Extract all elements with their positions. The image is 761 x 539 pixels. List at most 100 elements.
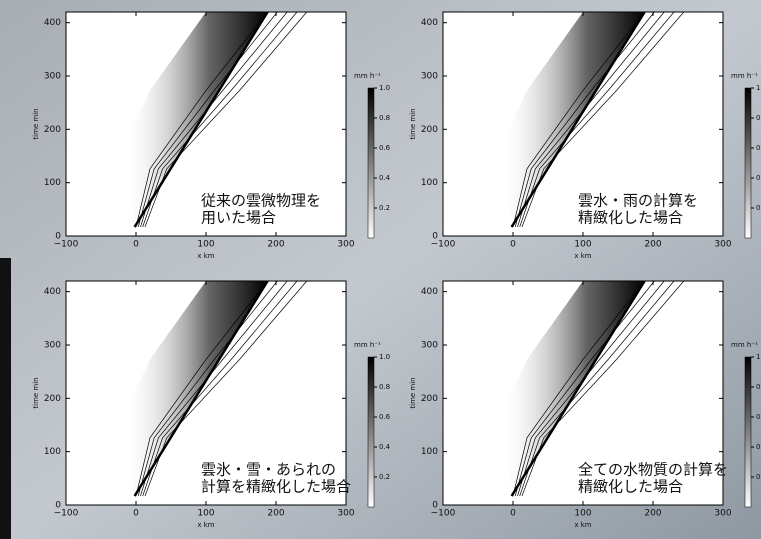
annotation-box	[573, 461, 719, 499]
contour	[514, 11, 655, 228]
y-tick-label: 0	[55, 232, 61, 242]
y-tick-label: 400	[44, 18, 61, 28]
colorbar-tick-label: 1.0	[756, 353, 761, 361]
contour	[144, 280, 308, 497]
x-tick-label: 300	[714, 509, 731, 519]
x-tick-label: 0	[510, 509, 516, 519]
colorbar	[367, 356, 375, 508]
y-axis-label: time min	[409, 377, 417, 408]
colorbar	[744, 356, 752, 508]
y-tick-label: 100	[421, 447, 438, 457]
contour	[521, 280, 685, 497]
front	[133, 11, 269, 228]
colorbar-tick-label: 0.4	[756, 443, 761, 451]
contour	[517, 280, 665, 497]
x-tick-label: 300	[337, 509, 354, 519]
rain-shading	[122, 12, 268, 227]
contour	[517, 11, 665, 228]
y-tick-label: 0	[432, 501, 438, 511]
annotation-box	[573, 192, 719, 230]
colorbar-tick-label: 0.6	[756, 144, 761, 152]
contour	[514, 280, 655, 497]
annotation-line: 雲氷・雪・あられの	[201, 461, 336, 479]
colorbar-tick-label: 0.2	[756, 473, 761, 481]
left-edge	[0, 258, 11, 539]
x-tick-label: 300	[337, 240, 354, 250]
x-tick-label: 0	[133, 509, 139, 519]
colorbar-tick-label: 0.2	[379, 473, 390, 481]
y-tick-label: 100	[44, 447, 61, 457]
x-tick-label: 0	[510, 240, 516, 250]
contour	[135, 11, 268, 228]
colorbar-tick-label: 0.4	[756, 174, 761, 182]
colorbar-tick-label: 0.6	[756, 413, 761, 421]
colorbar-tick-label: 0.6	[379, 144, 391, 152]
x-tick-label: 200	[644, 240, 661, 250]
colorbar-tick-label: 0.2	[756, 204, 761, 212]
y-tick-label: 100	[421, 178, 438, 188]
y-tick-label: 300	[421, 72, 438, 82]
contour	[137, 280, 278, 497]
y-tick-label: 0	[55, 501, 61, 511]
annotation-line: 雲水・雨の計算を	[578, 192, 698, 210]
colorbar-tick-label: 0.8	[756, 383, 761, 391]
x-tick-label: 100	[574, 509, 591, 519]
annotation-box	[196, 192, 342, 230]
y-tick-label: 200	[421, 125, 438, 135]
y-tick-label: 400	[44, 287, 61, 297]
annotation-line: 精緻化した場合	[578, 478, 683, 496]
x-tick-label: 100	[197, 240, 214, 250]
colorbar-tick-label: 1.0	[379, 84, 390, 92]
annotation-line: 全ての水物質の計算を	[578, 461, 728, 479]
x-tick-label: −100	[54, 509, 79, 519]
annotation-line: 計算を精緻化した場合	[201, 478, 351, 496]
colorbar-tick-label: 0.4	[379, 174, 391, 182]
y-tick-label: 400	[421, 18, 438, 28]
colorbar	[367, 87, 375, 239]
x-tick-label: 200	[644, 509, 661, 519]
annotation-line: 用いた場合	[201, 209, 276, 227]
colorbar-tick-label: 0.6	[379, 413, 391, 421]
x-tick-label: 200	[267, 509, 284, 519]
y-tick-label: 200	[44, 394, 61, 404]
contour	[512, 280, 645, 497]
colorbar-tick-label: 0.8	[379, 383, 390, 391]
colorbar-tick-label: 0.4	[379, 443, 391, 451]
x-tick-label: −100	[431, 240, 456, 250]
contour	[135, 280, 268, 497]
x-axis-label: x km	[574, 252, 591, 260]
y-tick-label: 200	[44, 125, 61, 135]
y-tick-label: 0	[432, 232, 438, 242]
colorbar-tick-label: 0.2	[379, 204, 390, 212]
colorbar-tick-label: 0.8	[756, 114, 761, 122]
x-tick-label: 0	[133, 240, 139, 250]
colorbar-label: mm h⁻¹	[354, 72, 381, 80]
rain-shading	[122, 281, 268, 496]
y-tick-label: 100	[44, 178, 61, 188]
y-axis-label: time min	[32, 108, 40, 139]
rain-shading	[499, 12, 645, 227]
colorbar	[744, 87, 752, 239]
x-tick-label: 200	[267, 240, 284, 250]
contour	[140, 11, 288, 228]
contour	[521, 11, 685, 228]
y-tick-label: 300	[44, 341, 61, 351]
colorbar-tick-label: 1.0	[756, 84, 761, 92]
y-tick-label: 400	[421, 287, 438, 297]
x-tick-label: −100	[54, 240, 79, 250]
contour	[137, 11, 278, 228]
y-tick-label: 300	[44, 72, 61, 82]
colorbar-tick-label: 0.8	[379, 114, 390, 122]
front	[510, 280, 646, 497]
x-axis-label: x km	[574, 521, 591, 529]
y-axis-label: time min	[32, 377, 40, 408]
y-tick-label: 300	[421, 341, 438, 351]
front	[133, 280, 269, 497]
contour	[512, 11, 645, 228]
annotation-box	[196, 461, 342, 499]
